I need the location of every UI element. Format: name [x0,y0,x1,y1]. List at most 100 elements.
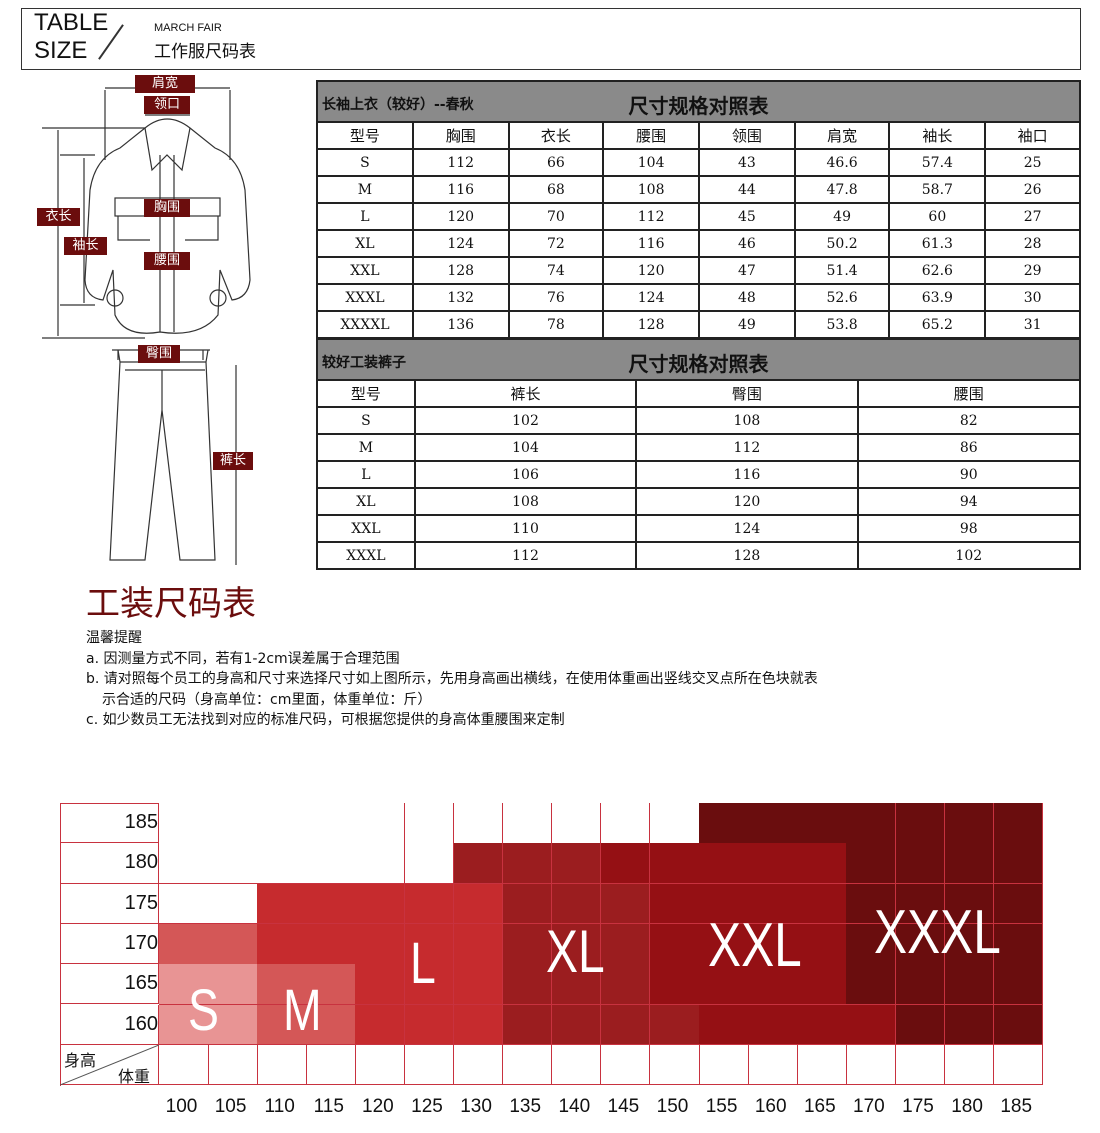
table-cell: XXXL [316,541,416,570]
table-cell: 120 [635,487,859,516]
blank-cell [748,1044,798,1086]
table-cell: 112 [413,541,638,570]
table-cell: XXXXL [316,310,414,339]
table-cell: 26 [984,175,1081,204]
jacket-drawing [42,87,251,339]
corner-cell: 身高 体重 [60,1044,159,1086]
size-cell-XXXL [895,964,946,1005]
table-cell: 53.8 [793,310,891,339]
size-cell-M [257,1004,307,1046]
size-cell-XXXL [699,803,749,844]
table-cell: 124 [411,229,510,258]
size-label-S: S [188,978,219,1043]
label-length: 衣长 [37,208,80,226]
label-collar: 领口 [144,96,190,114]
y-axis-column [60,803,159,1086]
blank-cell [159,1044,209,1086]
size-cell-L [306,923,356,965]
table-row: L 106 116 90 [316,460,1082,489]
size-label-XL: XL [546,918,605,985]
y-tick-label: 170 [124,931,158,954]
size-cell-none [600,803,651,844]
size-cell-XXL [797,843,847,885]
size-label-M: M [283,978,322,1043]
table-cell: 63.9 [888,283,987,312]
table-cell: 46.6 [793,148,891,177]
table-cell: 28 [984,229,1081,258]
size-cell-none [404,843,455,885]
x-tick-label: 100 [165,1096,198,1117]
table-cell: 98 [856,514,1082,543]
size-cell-XXXL [846,843,896,885]
table-cell: 106 [413,460,638,489]
size-cell-XL [502,843,553,885]
blank-cell [551,1044,602,1086]
table-cell: 94 [856,487,1082,516]
table-cell: 65.2 [888,310,987,339]
y-tick-label: 175 [124,891,158,914]
size-cell-XXXL [993,883,1044,925]
table-cell: 112 [411,148,510,177]
table-cell: XXL [316,514,416,543]
table-cell: 49 [793,202,891,231]
size-cell-XXXL [993,964,1044,1005]
table-row: XXL 128 74 120 47 51.4 62.6 29 [316,256,1081,285]
table-cell: 108 [635,406,859,435]
table-cell: 86 [856,433,1082,462]
table-cell: 25 [984,148,1081,177]
size-cell-XXXL [846,923,896,965]
size-cell-none [551,803,602,844]
size-label-XXL: XXL [708,911,802,980]
size-cell-XL [502,883,553,925]
size-cell-XL [551,923,602,965]
size-cell-L [257,923,307,965]
size-cell-XXXL [993,923,1044,965]
table-cell: 30 [984,283,1081,312]
size-cell-XL [551,1004,602,1046]
table-cell: 116 [635,460,859,489]
table-cell: 128 [602,310,700,339]
table-cell: 48 [698,283,796,312]
size-cell-XXL [650,883,700,925]
corner-diagonal [60,1044,159,1085]
table-cell: 74 [507,256,605,285]
size-cell-M [159,923,209,965]
table-row: S 102 108 82 [316,406,1082,435]
column-header: 领围 [698,121,796,150]
table-cell: 128 [635,541,859,570]
size-cell-XL [551,883,602,925]
table-cell: 50.2 [793,229,891,258]
table-cell: M [316,433,416,462]
table-cell: 66 [507,148,605,177]
y-tick-label: 160 [124,1012,158,1035]
size-cell-XL [502,1004,553,1046]
x-tick-label: 150 [656,1096,689,1117]
column-header: 臀围 [635,379,859,408]
size-cell-none [355,803,405,844]
size-cell-XXXL [895,803,946,844]
x-tick-label: 180 [951,1096,983,1117]
blank-cell [306,1044,356,1086]
table-cell: XL [316,229,414,258]
table-cell: 102 [856,541,1082,570]
label-shoulder-width: 肩宽 [135,75,195,93]
note-a: a. 因测量方式不同，若有1-2cm误差属于合理范围 [86,650,400,667]
size-cell-XXL [748,1004,798,1046]
table-cell: 60 [888,202,987,231]
blank-cell [650,1044,700,1086]
size-cell-L [404,883,455,925]
table-cell: S [316,148,414,177]
table-cell: 90 [856,460,1082,489]
size-cell-XXL [699,964,749,1005]
size-cell-XL [650,1004,700,1046]
x-tick-label: 135 [509,1096,542,1117]
size-cell-none [257,803,307,844]
size-cell-XXXL [993,1004,1044,1046]
table-cell: 82 [856,406,1082,435]
size-cell-XXL [797,1004,847,1046]
blank-cell [257,1044,307,1086]
table-row: XXXL 112 128 102 [316,541,1082,570]
x-tick-label: 145 [607,1096,640,1117]
label-waist: 腰围 [144,252,190,270]
size-cell-XXL [797,964,847,1005]
